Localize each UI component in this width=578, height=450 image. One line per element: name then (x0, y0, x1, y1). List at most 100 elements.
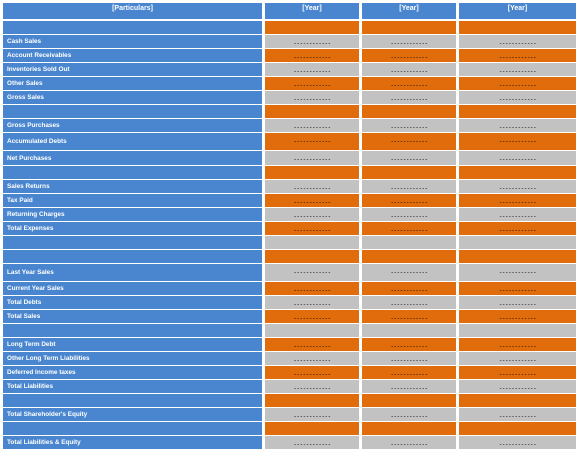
row-value-year-1[interactable]: ------------ (265, 408, 359, 422)
row-label[interactable]: Last Year Sales (3, 264, 262, 282)
row-value-year-3[interactable]: ------------ (459, 35, 576, 49)
row-label[interactable]: Accumulated Debts (3, 133, 262, 151)
row-value-year-3[interactable]: ------------ (459, 310, 576, 324)
row-value-year-1[interactable] (265, 105, 359, 119)
row-label[interactable] (3, 21, 262, 35)
row-value-year-3[interactable]: ------------ (459, 49, 576, 63)
row-value-year-3[interactable]: ------------ (459, 119, 576, 133)
row-value-year-1[interactable]: ------------ (265, 180, 359, 194)
row-value-year-1[interactable]: ------------ (265, 91, 359, 105)
row-value-year-2[interactable]: ------------ (362, 282, 456, 296)
row-value-year-1[interactable] (265, 422, 359, 436)
row-value-year-1[interactable]: ------------ (265, 436, 359, 450)
row-value-year-1[interactable]: ------------ (265, 310, 359, 324)
row-value-year-1[interactable] (265, 236, 359, 250)
row-value-year-2[interactable]: ------------ (362, 310, 456, 324)
row-label[interactable] (3, 105, 262, 119)
row-value-year-2[interactable]: ------------ (362, 366, 456, 380)
row-value-year-2[interactable] (362, 21, 456, 35)
row-value-year-1[interactable]: ------------ (265, 49, 359, 63)
row-label[interactable]: Total Liabilities (3, 380, 262, 394)
row-label[interactable] (3, 236, 262, 250)
row-label[interactable]: Total Sales (3, 310, 262, 324)
row-value-year-1[interactable]: ------------ (265, 352, 359, 366)
row-label[interactable]: Returning Charges (3, 208, 262, 222)
row-label[interactable]: Gross Sales (3, 91, 262, 105)
row-value-year-3[interactable]: ------------ (459, 133, 576, 151)
row-value-year-2[interactable]: ------------ (362, 352, 456, 366)
row-value-year-2[interactable] (362, 324, 456, 338)
row-value-year-2[interactable]: ------------ (362, 91, 456, 105)
row-label[interactable]: Total Liabilities & Equity (3, 436, 262, 450)
row-label[interactable]: Deferred Income taxes (3, 366, 262, 380)
row-label[interactable]: Other Sales (3, 77, 262, 91)
row-value-year-2[interactable]: ------------ (362, 133, 456, 151)
row-value-year-1[interactable]: ------------ (265, 119, 359, 133)
row-value-year-2[interactable]: ------------ (362, 222, 456, 236)
row-label[interactable]: Tax Paid (3, 194, 262, 208)
row-value-year-1[interactable]: ------------ (265, 366, 359, 380)
row-value-year-3[interactable]: ------------ (459, 282, 576, 296)
row-label[interactable] (3, 250, 262, 264)
row-value-year-3[interactable]: ------------ (459, 222, 576, 236)
row-value-year-3[interactable]: ------------ (459, 151, 576, 166)
row-value-year-2[interactable] (362, 236, 456, 250)
row-label[interactable] (3, 422, 262, 436)
row-value-year-3[interactable]: ------------ (459, 91, 576, 105)
row-value-year-3[interactable]: ------------ (459, 77, 576, 91)
row-value-year-1[interactable] (265, 250, 359, 264)
row-value-year-3[interactable] (459, 236, 576, 250)
row-value-year-2[interactable]: ------------ (362, 194, 456, 208)
row-value-year-3[interactable]: ------------ (459, 296, 576, 310)
row-value-year-1[interactable]: ------------ (265, 338, 359, 352)
row-value-year-3[interactable]: ------------ (459, 194, 576, 208)
row-value-year-2[interactable] (362, 422, 456, 436)
row-value-year-2[interactable]: ------------ (362, 436, 456, 450)
header-particulars[interactable]: [Particulars] (3, 3, 262, 21)
row-value-year-2[interactable]: ------------ (362, 119, 456, 133)
row-value-year-1[interactable]: ------------ (265, 194, 359, 208)
row-label[interactable] (3, 324, 262, 338)
row-label[interactable]: Total Expenses (3, 222, 262, 236)
row-value-year-3[interactable] (459, 422, 576, 436)
row-value-year-1[interactable] (265, 324, 359, 338)
row-value-year-1[interactable] (265, 166, 359, 180)
row-value-year-3[interactable] (459, 250, 576, 264)
row-value-year-3[interactable] (459, 105, 576, 119)
row-value-year-3[interactable]: ------------ (459, 264, 576, 282)
row-label[interactable] (3, 166, 262, 180)
row-value-year-2[interactable]: ------------ (362, 208, 456, 222)
row-value-year-3[interactable]: ------------ (459, 380, 576, 394)
row-label[interactable]: Other Long Term Liabilities (3, 352, 262, 366)
row-label[interactable]: Inventories Sold Out (3, 63, 262, 77)
row-value-year-2[interactable]: ------------ (362, 63, 456, 77)
row-value-year-2[interactable]: ------------ (362, 151, 456, 166)
row-value-year-3[interactable]: ------------ (459, 208, 576, 222)
row-label[interactable]: Sales Returns (3, 180, 262, 194)
row-value-year-1[interactable]: ------------ (265, 264, 359, 282)
row-label[interactable]: Long Term Debt (3, 338, 262, 352)
row-value-year-3[interactable] (459, 324, 576, 338)
row-label[interactable]: Total Debts (3, 296, 262, 310)
row-value-year-1[interactable]: ------------ (265, 208, 359, 222)
row-value-year-2[interactable]: ------------ (362, 49, 456, 63)
row-value-year-1[interactable]: ------------ (265, 63, 359, 77)
row-label[interactable]: Cash Sales (3, 35, 262, 49)
row-value-year-1[interactable]: ------------ (265, 35, 359, 49)
row-value-year-2[interactable]: ------------ (362, 296, 456, 310)
row-value-year-1[interactable]: ------------ (265, 222, 359, 236)
row-label[interactable]: Current Year Sales (3, 282, 262, 296)
header-year-3[interactable]: [Year] (459, 3, 576, 21)
row-value-year-1[interactable]: ------------ (265, 282, 359, 296)
row-label[interactable]: Net Purchases (3, 151, 262, 166)
row-value-year-2[interactable] (362, 105, 456, 119)
row-label[interactable] (3, 394, 262, 408)
row-value-year-3[interactable]: ------------ (459, 180, 576, 194)
row-value-year-2[interactable]: ------------ (362, 35, 456, 49)
row-value-year-3[interactable]: ------------ (459, 63, 576, 77)
row-value-year-2[interactable] (362, 394, 456, 408)
row-value-year-1[interactable]: ------------ (265, 133, 359, 151)
row-value-year-1[interactable]: ------------ (265, 151, 359, 166)
row-value-year-1[interactable]: ------------ (265, 380, 359, 394)
row-value-year-3[interactable]: ------------ (459, 366, 576, 380)
